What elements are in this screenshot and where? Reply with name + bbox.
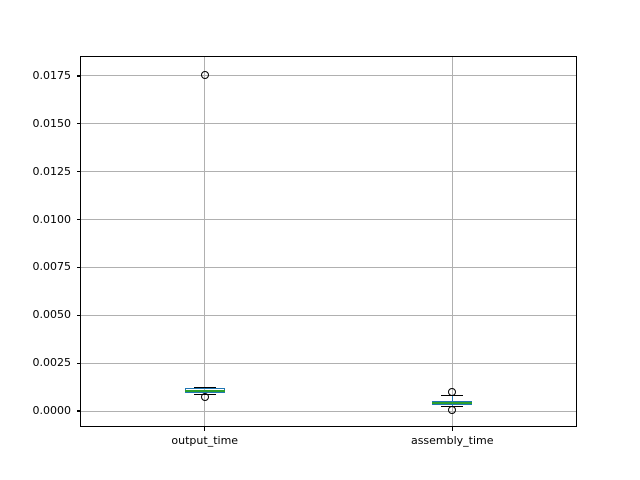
y-tickmark — [76, 314, 81, 316]
outlier-marker — [200, 71, 209, 80]
y-tick-label: 0.0000 — [32, 404, 72, 418]
y-gridline — [81, 362, 576, 364]
y-tick-label: 0.0175 — [32, 68, 72, 82]
outlier-marker — [448, 406, 457, 415]
x-gridline — [451, 57, 453, 426]
y-tickmark — [76, 266, 81, 269]
y-tickmark — [76, 123, 81, 125]
y-gridline — [81, 219, 576, 221]
y-gridline — [81, 410, 576, 412]
y-tickmark — [76, 218, 81, 221]
x-tick-label: assembly_time — [410, 434, 494, 447]
y-tickmark — [76, 362, 81, 364]
y-tick-label: 0.0075 — [32, 260, 72, 274]
y-tick-label: 0.0125 — [32, 164, 72, 178]
y-tickmark — [76, 410, 81, 412]
cap-upper — [193, 387, 216, 389]
y-gridline — [81, 75, 576, 77]
whisker-lower — [451, 405, 453, 407]
y-gridline — [81, 314, 576, 316]
outlier-marker — [200, 393, 209, 402]
y-tickmark — [76, 171, 81, 173]
median-line — [432, 402, 473, 405]
x-tickmark — [204, 426, 206, 431]
median-line — [184, 389, 225, 392]
y-tick-label: 0.0025 — [32, 356, 72, 370]
y-gridline — [81, 123, 576, 125]
outlier-marker — [448, 387, 457, 396]
y-tickmark — [76, 75, 81, 77]
y-tick-label: 0.0150 — [32, 116, 72, 130]
y-gridline — [81, 171, 576, 173]
y-gridline — [81, 266, 576, 268]
plot-area — [80, 56, 577, 427]
x-gridline — [204, 57, 206, 426]
whisker-upper — [451, 395, 453, 402]
x-tick-label: output_time — [171, 434, 239, 447]
x-tickmark — [451, 426, 453, 431]
y-tick-label: 0.0050 — [32, 308, 72, 322]
y-tick-label: 0.0100 — [32, 212, 72, 226]
